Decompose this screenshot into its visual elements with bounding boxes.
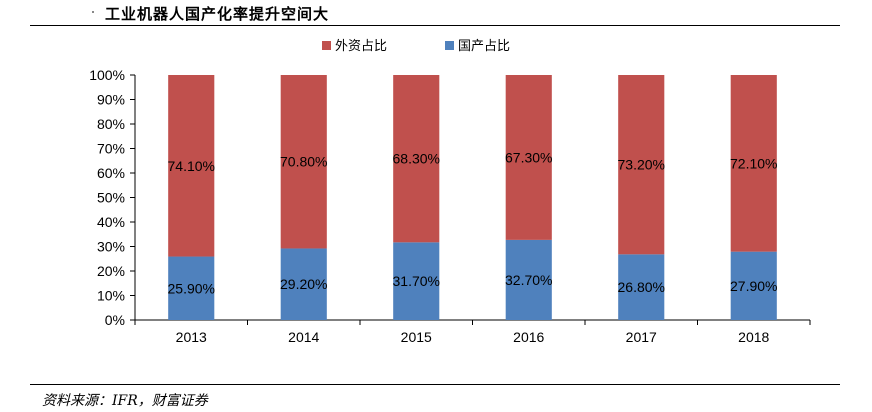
data-label-foreign: 67.30% [505,149,552,165]
data-label-foreign: 74.10% [168,158,215,174]
bar-domestic-2017 [618,254,665,320]
data-label-domestic: 31.70% [393,273,440,289]
data-label-foreign: 73.20% [618,157,665,173]
data-label-foreign: 70.80% [280,154,327,170]
bar-domestic-2018 [730,251,777,320]
y-tick-label: 20% [97,263,125,279]
y-tick-label: 10% [97,288,125,304]
y-tick-label: 50% [97,190,125,206]
chart-title: 工业机器人国产化率提升空间大 [105,5,330,23]
y-tick-label: 40% [97,214,125,230]
bar-foreign-2018 [730,75,777,252]
data-label-foreign: 68.30% [393,151,440,167]
legend-swatch [445,41,454,50]
data-label-domestic: 29.20% [280,276,327,292]
bar-foreign-2016 [505,75,552,240]
y-tick-label: 60% [97,165,125,181]
bar-foreign-2017 [618,75,665,255]
x-tick-label: 2015 [401,329,432,345]
x-tick-label: 2017 [626,329,657,345]
bar-domestic-2014 [280,248,327,320]
data-label-domestic: 26.80% [618,279,665,295]
source-note: 资料来源：IFR，财富证券 [42,393,208,409]
y-tick-label: 80% [97,116,125,132]
bar-domestic-2015 [393,242,440,320]
legend-label: 国产占比 [458,38,510,53]
x-tick-label: 2016 [513,329,544,345]
y-tick-label: 100% [89,67,125,83]
y-tick-label: 0% [105,312,125,328]
data-label-domestic: 32.70% [505,272,552,288]
data-label-domestic: 25.90% [168,280,215,296]
title-marker [92,11,94,13]
y-tick-label: 70% [97,141,125,157]
legend-swatch [322,41,331,50]
legend-label: 外资占比 [335,38,387,53]
bar-foreign-2013 [168,75,215,257]
x-tick-label: 2018 [738,329,769,345]
stacked-bar-chart: 0% 10% 20% 30% 40% 50% 60% 70% 80% 90% 100% 25.90% 7… [89,38,811,345]
x-tick-label: 2013 [176,329,207,345]
x-tick-label: 2014 [288,329,319,345]
bar-foreign-2015 [393,75,440,243]
bar-foreign-2014 [280,75,327,249]
title-divider [30,25,840,26]
bar-domestic-2013 [168,256,215,320]
y-tick-label: 30% [97,239,125,255]
bar-domestic-2016 [505,239,552,320]
data-label-foreign: 72.10% [730,155,777,171]
y-tick-label: 90% [97,92,125,108]
footer-divider [30,384,840,385]
data-label-domestic: 27.90% [730,278,777,294]
